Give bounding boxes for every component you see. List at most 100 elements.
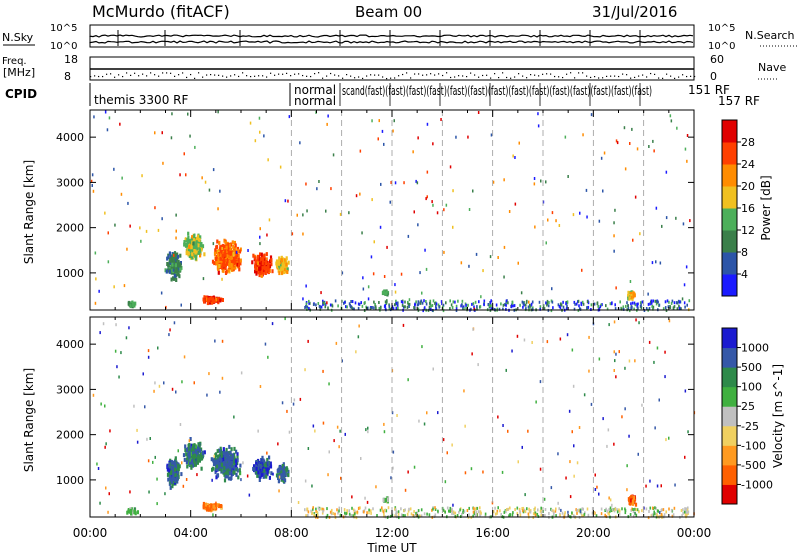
power-cell <box>650 299 653 303</box>
power-cell <box>580 301 582 305</box>
power-cell <box>324 303 327 307</box>
nave-point <box>374 74 376 76</box>
power-cell <box>364 301 366 305</box>
power-cell <box>350 300 352 303</box>
velocity-cell <box>188 461 192 466</box>
power-cell <box>373 306 375 310</box>
power-cell <box>234 252 237 257</box>
power-cell <box>203 299 206 304</box>
velocity-cell <box>320 507 323 511</box>
power-cell <box>231 250 234 255</box>
velocity-cell <box>613 442 615 446</box>
velocity-cell <box>634 511 636 515</box>
velocity-cell <box>278 489 280 493</box>
power-cell <box>558 224 561 227</box>
power-cell <box>634 303 637 307</box>
power-cell <box>669 305 671 308</box>
velocity-cell <box>133 404 135 408</box>
velocity-cell <box>557 501 559 505</box>
power-cell <box>461 299 464 303</box>
power-colorbar-tick-label: 20 <box>741 180 755 193</box>
power-cell <box>545 301 547 305</box>
power-cell <box>203 295 206 300</box>
nave-point <box>314 73 316 75</box>
nave-point <box>426 74 428 76</box>
power-cell <box>166 256 169 261</box>
velocity-cell <box>578 426 581 429</box>
velocity-cell <box>468 513 470 517</box>
power-cell <box>678 304 680 308</box>
velocity-cell <box>108 492 110 496</box>
power-cell <box>277 259 280 264</box>
power-cell <box>525 300 528 304</box>
velocity-cell <box>189 448 192 453</box>
power-cell <box>566 300 569 304</box>
velocity-colorbar-tick-label: 500 <box>741 361 762 374</box>
velocity-cell <box>355 516 358 520</box>
power-cell <box>575 302 578 306</box>
velocity-cell <box>382 498 385 503</box>
velocity-cell <box>171 387 174 391</box>
power-cell <box>548 301 550 304</box>
power-cell <box>538 300 541 304</box>
nave-label: Nave <box>758 61 786 74</box>
power-cell <box>334 299 337 303</box>
power-cell <box>247 249 249 252</box>
power-cell <box>380 305 382 309</box>
power-cell <box>525 307 527 311</box>
velocity-cell <box>611 503 613 507</box>
velocity-cell <box>215 501 217 505</box>
power-cell <box>198 237 201 242</box>
velocity-cell <box>269 461 272 466</box>
velocity-cell <box>219 390 221 394</box>
velocity-cell <box>146 437 148 441</box>
power-cell <box>417 300 420 304</box>
power-cell <box>221 277 223 281</box>
power-cell <box>257 254 260 259</box>
nave-point <box>578 72 580 74</box>
power-cell <box>450 303 453 307</box>
power-cell <box>381 129 384 133</box>
velocity-cell <box>228 465 232 470</box>
power-cell <box>492 180 495 184</box>
velocity-cell <box>550 507 552 511</box>
velocity-cell <box>156 502 158 506</box>
velocity-cell <box>170 459 173 464</box>
nave-point <box>654 73 656 76</box>
nave-point <box>554 75 556 78</box>
power-cell <box>305 305 307 308</box>
power-cell <box>508 210 511 213</box>
velocity-cell <box>539 467 542 471</box>
power-cell <box>590 113 593 117</box>
power-cell <box>93 115 95 119</box>
velocity-cell <box>264 342 267 346</box>
power-cell <box>187 112 189 116</box>
power-cell <box>436 211 439 215</box>
velocity-cell <box>307 339 309 343</box>
velocity-cell <box>649 479 651 483</box>
velocity-cell <box>462 511 464 515</box>
power-cell <box>175 265 178 270</box>
velocity-cell <box>223 466 226 471</box>
power-cell <box>157 228 160 232</box>
power-cell <box>394 283 396 287</box>
velocity-cell <box>363 510 365 514</box>
velocity-cell <box>148 490 150 494</box>
velocity-cell <box>519 513 522 517</box>
power-cell <box>431 304 434 307</box>
power-cell <box>630 295 633 299</box>
power-cell <box>140 239 142 243</box>
power-cell <box>197 250 200 255</box>
power-cell <box>255 269 258 274</box>
power-cell <box>378 301 380 304</box>
velocity-cell <box>611 507 614 511</box>
power-cell <box>238 249 242 254</box>
velocity-cell <box>523 508 526 512</box>
velocity-cell <box>552 509 554 513</box>
power-cell <box>299 141 301 145</box>
power-cell <box>377 137 379 141</box>
power-cell <box>634 195 637 199</box>
velocity-cell <box>194 462 197 467</box>
nave-point <box>114 76 116 78</box>
velocity-cell <box>327 473 329 477</box>
